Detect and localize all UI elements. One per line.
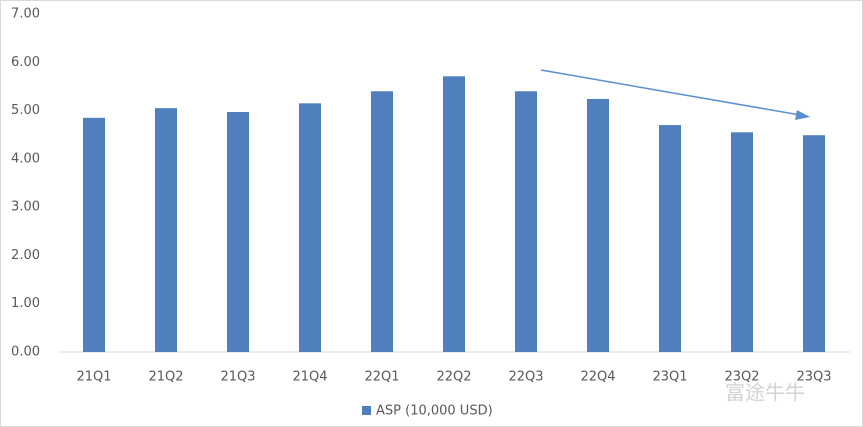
y-tick-label: 0.00 xyxy=(11,345,40,360)
x-tick-label: 23Q2 xyxy=(724,370,759,385)
x-tick-label: 21Q2 xyxy=(148,370,183,385)
x-tick-label: 23Q1 xyxy=(652,370,687,385)
bar xyxy=(227,112,249,353)
watermark: 富途牛牛 xyxy=(725,381,805,405)
y-tick-label: 5.00 xyxy=(11,103,40,118)
bar xyxy=(731,132,753,352)
legend-swatch xyxy=(362,406,371,415)
bar xyxy=(299,103,321,352)
x-tick-label: 22Q1 xyxy=(364,370,399,385)
bar xyxy=(443,76,465,352)
bar xyxy=(515,91,537,352)
bar xyxy=(371,91,393,352)
x-tick-label: 23Q3 xyxy=(796,370,831,385)
bar xyxy=(587,98,609,353)
y-tick-label: 4.00 xyxy=(11,151,40,166)
bar xyxy=(83,117,105,352)
trend-arrow xyxy=(540,69,801,116)
bar xyxy=(155,108,177,353)
trend-arrow-head xyxy=(795,110,810,120)
x-tick-label: 21Q3 xyxy=(220,370,255,385)
y-tick-label: 1.00 xyxy=(11,296,40,311)
x-tick-label: 21Q1 xyxy=(76,370,111,385)
x-tick-label: 22Q4 xyxy=(580,370,615,385)
x-tick-label: 22Q3 xyxy=(508,370,543,385)
y-tick-label: 3.00 xyxy=(11,200,40,215)
bar xyxy=(659,125,681,352)
y-tick-label: 2.00 xyxy=(11,248,40,263)
x-tick-label: 22Q2 xyxy=(436,370,471,385)
y-tick-label: 7.00 xyxy=(11,7,40,22)
bar xyxy=(803,135,825,352)
legend-label: ASP (10,000 USD) xyxy=(376,404,493,419)
y-tick-label: 6.00 xyxy=(11,55,40,70)
x-tick-label: 21Q4 xyxy=(292,370,327,385)
